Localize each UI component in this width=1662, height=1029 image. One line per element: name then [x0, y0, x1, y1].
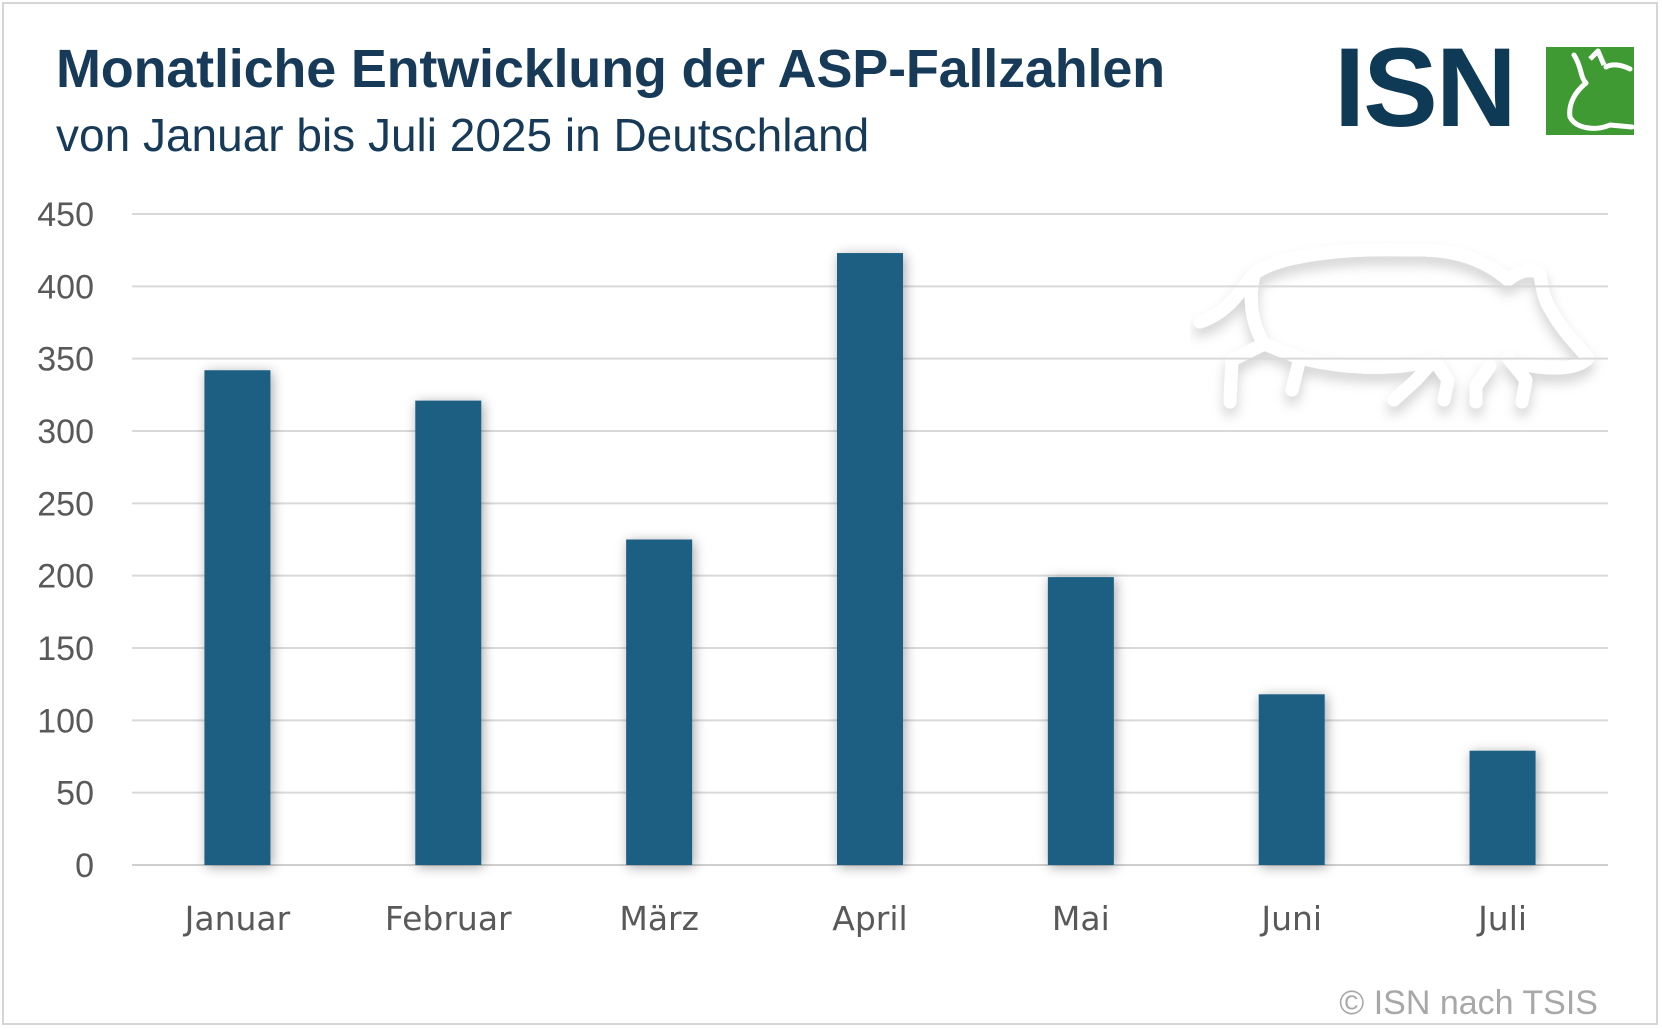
chart-title: Monatliche Entwicklung der ASP-Fallzahle… [56, 39, 1165, 99]
copyright-note: © ISN nach TSIS [1339, 984, 1598, 1022]
y-tick-label: 300 [37, 413, 94, 451]
bar-mai [1047, 577, 1114, 865]
y-tick-label: 200 [37, 558, 94, 596]
bar-juli [1469, 750, 1536, 865]
x-tick-label: Januar [183, 899, 291, 938]
bar-april [837, 253, 903, 865]
x-tick-label: März [619, 899, 699, 938]
x-tick-label: Mai [1052, 899, 1110, 938]
y-tick-label: 400 [37, 268, 94, 306]
y-tick-label: 50 [56, 775, 94, 813]
y-tick-label: 350 [37, 341, 94, 379]
x-tick-label: April [832, 899, 907, 938]
logo-text: ISN [1334, 25, 1517, 150]
bar-märz [626, 539, 693, 865]
bar-januar [204, 370, 271, 865]
isn-logo: ISN [1334, 32, 1635, 144]
y-tick-label: 100 [37, 702, 94, 740]
x-tick-label: Februar [385, 899, 512, 938]
x-tick-label: Juli [1476, 899, 1527, 938]
bar-juni [1258, 694, 1325, 865]
pig-head-icon [1546, 47, 1635, 135]
y-tick-label: 450 [37, 196, 94, 234]
x-tick-label: Juni [1259, 899, 1322, 938]
bar-februar [415, 400, 482, 865]
y-tick-label: 250 [37, 485, 94, 523]
y-tick-label: 0 [75, 847, 94, 885]
y-tick-label: 150 [37, 630, 94, 668]
chart-subtitle: von Januar bis Juli 2025 in Deutschland [56, 109, 870, 161]
